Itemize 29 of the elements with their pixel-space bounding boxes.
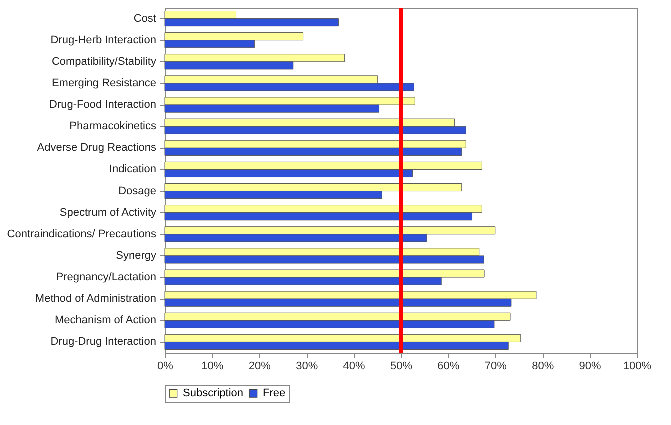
x-tick-label: 0% — [158, 360, 174, 372]
y-tick-label: Drug-Food Interaction — [50, 99, 156, 112]
x-tick-label: 30% — [296, 360, 318, 372]
y-tick-label: Adverse Drug Reactions — [37, 142, 157, 154]
x-tick-label: 20% — [248, 360, 272, 372]
y-tick-label: Drug-Herb Interaction — [50, 34, 156, 46]
x-tick-label: 70% — [484, 360, 508, 372]
x-tick-label: 100% — [623, 360, 652, 372]
legend-label: Subscription — [183, 388, 244, 400]
y-tick-label: Compatibility/Stability — [52, 56, 157, 68]
x-tick-label: 60% — [438, 360, 460, 372]
y-tick-label: Spectrum of Activity — [60, 206, 157, 219]
y-tick-label: Drug-Drug Interaction — [50, 336, 156, 348]
y-tick-label: Method of Administration — [35, 293, 156, 306]
x-tick-label: 50% — [390, 360, 413, 372]
x-tick-label: 80% — [532, 360, 554, 372]
y-tick-label: Dosage — [118, 185, 156, 198]
x-tick-label: 10% — [202, 360, 224, 372]
y-tick-label: Contraindications/ Precautions — [7, 228, 157, 240]
y-tick-label: Synergy — [116, 250, 157, 262]
y-tick-label: Pharmacokinetics — [70, 120, 157, 133]
x-tick-label: 40% — [343, 360, 366, 372]
y-tick-label: Pregnancy/Lactation — [56, 272, 156, 284]
y-tick-label: Emerging Resistance — [52, 77, 156, 90]
y-tick-label: Indication — [109, 164, 156, 176]
x-tick-label: 90% — [579, 360, 602, 372]
y-tick-label: Cost — [134, 12, 156, 25]
y-tick-label: Mechanism of Action — [55, 314, 156, 327]
legend-label: Free — [263, 388, 286, 400]
